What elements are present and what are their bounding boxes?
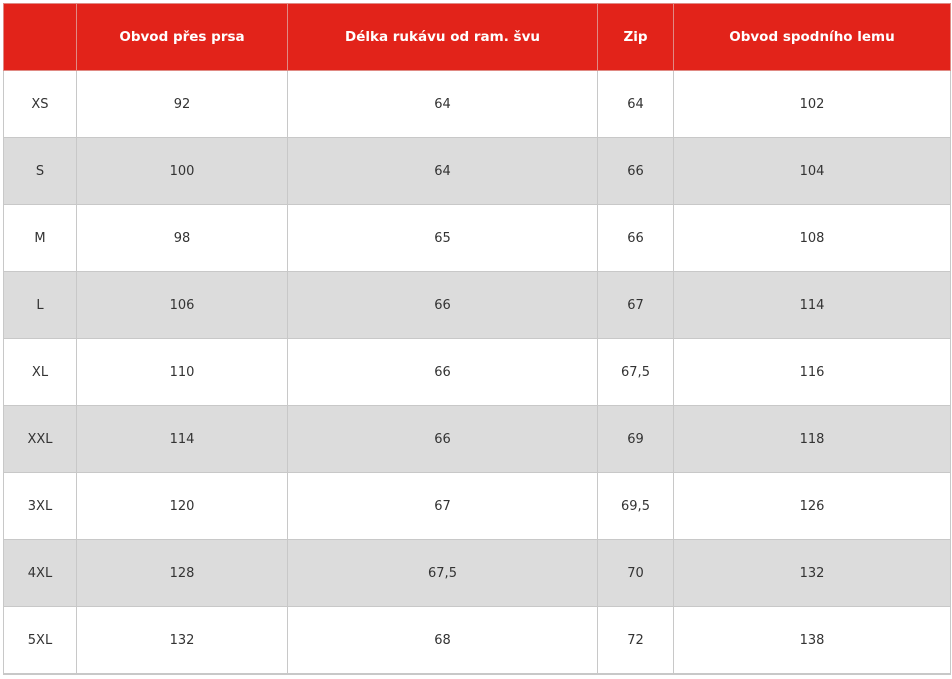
table-row: 5XL 132 68 72 138 [3, 606, 951, 675]
cell-zip: 72 [597, 606, 674, 675]
table-row: S 100 64 66 104 [3, 137, 951, 205]
cell-sleeve-length: 67,5 [287, 539, 598, 607]
cell-size: M [3, 204, 77, 272]
header-row: Obvod přes prsa Délka rukávu od ram. švu Z… [3, 3, 951, 71]
cell-zip: 67 [597, 271, 674, 339]
cell-chest: 110 [76, 338, 288, 406]
cell-sleeve-length: 64 [287, 70, 598, 138]
table-row: XL 110 66 67,5 116 [3, 338, 951, 406]
cell-size: S [3, 137, 77, 205]
cell-chest: 128 [76, 539, 288, 607]
cell-size: L [3, 271, 77, 339]
cell-zip: 69 [597, 405, 674, 473]
cell-sleeve-length: 66 [287, 338, 598, 406]
cell-size: XS [3, 70, 77, 138]
cell-sleeve-length: 65 [287, 204, 598, 272]
cell-hem: 102 [673, 70, 951, 138]
cell-zip: 64 [597, 70, 674, 138]
table-row: 4XL 128 67,5 70 132 [3, 539, 951, 607]
cell-size: XL [3, 338, 77, 406]
cell-sleeve-length: 67 [287, 472, 598, 540]
cell-chest: 100 [76, 137, 288, 205]
cell-hem: 118 [673, 405, 951, 473]
table-row: M 98 65 66 108 [3, 204, 951, 272]
cell-chest: 92 [76, 70, 288, 138]
table-row: 3XL 120 67 69,5 126 [3, 472, 951, 540]
cell-sleeve-length: 66 [287, 271, 598, 339]
cell-sleeve-length: 66 [287, 405, 598, 473]
size-chart-table: Obvod přes prsa Délka rukávu od ram. švu Z… [3, 3, 951, 675]
cell-zip: 69,5 [597, 472, 674, 540]
column-header-hem: Obvod spodního lemu [673, 3, 951, 71]
cell-size: XXL [3, 405, 77, 473]
table-row: L 106 66 67 114 [3, 271, 951, 339]
table-row: XXL 114 66 69 118 [3, 405, 951, 473]
cell-hem: 132 [673, 539, 951, 607]
column-header-zip: Zip [597, 3, 674, 71]
cell-sleeve-length: 68 [287, 606, 598, 675]
cell-size: 4XL [3, 539, 77, 607]
cell-size: 5XL [3, 606, 77, 675]
cell-zip: 67,5 [597, 338, 674, 406]
cell-chest: 120 [76, 472, 288, 540]
table-row: XS 92 64 64 102 [3, 70, 951, 138]
cell-hem: 108 [673, 204, 951, 272]
column-header-chest: Obvod přes prsa [76, 3, 288, 71]
cell-chest: 106 [76, 271, 288, 339]
cell-hem: 104 [673, 137, 951, 205]
cell-zip: 66 [597, 204, 674, 272]
cell-chest: 98 [76, 204, 288, 272]
column-header-size [3, 3, 77, 71]
cell-hem: 126 [673, 472, 951, 540]
cell-size: 3XL [3, 472, 77, 540]
cell-hem: 116 [673, 338, 951, 406]
cell-zip: 66 [597, 137, 674, 205]
cell-chest: 132 [76, 606, 288, 675]
cell-hem: 114 [673, 271, 951, 339]
cell-chest: 114 [76, 405, 288, 473]
cell-sleeve-length: 64 [287, 137, 598, 205]
table-body: XS 92 64 64 102 S 100 64 66 104 M 98 65 66 108 L 106 66 67… [3, 70, 951, 675]
cell-zip: 70 [597, 539, 674, 607]
column-header-sleeve-length: Délka rukávu od ram. švu [287, 3, 598, 71]
cell-hem: 138 [673, 606, 951, 675]
